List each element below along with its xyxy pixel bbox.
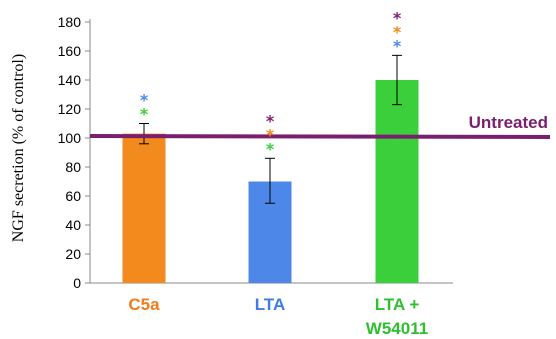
y-tick-label: 20 [65,246,81,262]
significance-asterisk: * [140,91,149,110]
chart-bars [122,80,419,283]
chart-category-labels: C5a LTA LTA + W54011 [128,295,428,338]
y-axis-label: NGF secretion (% of control) [10,54,27,242]
y-tick-label: 0 [73,275,81,291]
bar [122,133,166,283]
significance-asterisk: * [393,22,402,41]
significance-asterisk: * [266,125,275,144]
chart-significance-marks: ** ****** [140,8,402,158]
y-tick-label: 160 [58,43,82,59]
y-tick-label: 120 [58,101,82,117]
chart-reference-line: Untreated [89,113,551,139]
x-category-label: LTA [255,295,286,314]
bar [375,80,419,283]
significance-asterisk: * [393,8,402,27]
significance-asterisk: * [266,139,275,158]
significance-asterisk: * [393,36,402,55]
y-tick-label: 140 [58,72,82,88]
chart-error-bars [139,54,402,204]
significance-asterisk: * [266,111,275,130]
x-category-label: W54011 [366,319,428,338]
y-tick-label: 40 [65,217,81,233]
x-category-label: C5a [128,295,160,314]
y-tick-label: 80 [65,159,81,175]
significance-asterisk: * [140,105,149,124]
y-tick-label: 180 [58,14,82,30]
reference-line-label: Untreated [469,113,548,132]
y-tick-label: 60 [65,188,81,204]
untreated-reference-line [89,134,551,139]
y-tick-label: 100 [58,130,82,146]
x-category-label: LTA + [375,295,420,314]
chart-axes: 0 20 40 60 80 100 120 140 160 180 [58,14,453,291]
